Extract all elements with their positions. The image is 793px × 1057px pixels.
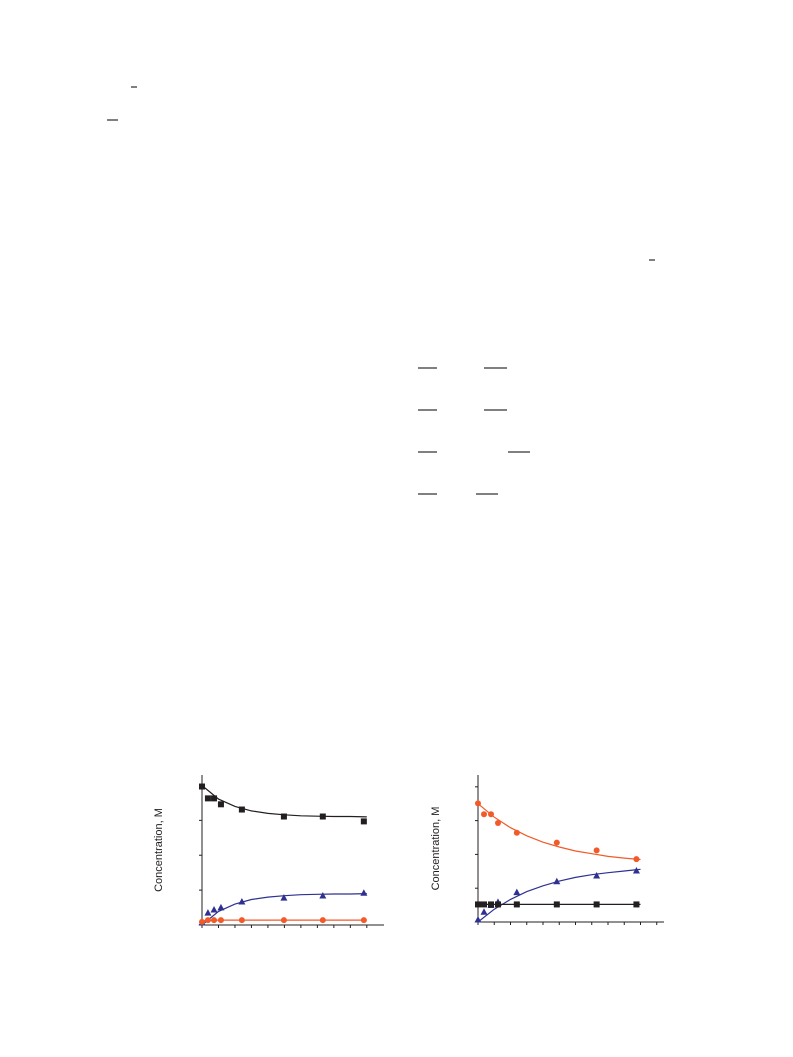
fit-line bbox=[201, 785, 367, 818]
marker-circle bbox=[211, 917, 218, 924]
marker-circle bbox=[513, 829, 520, 836]
marker-triangle bbox=[553, 877, 561, 885]
marker-triangle bbox=[210, 906, 218, 913]
marker-circle bbox=[204, 917, 211, 924]
marker-square bbox=[475, 901, 481, 908]
marker-triangle bbox=[513, 888, 521, 896]
marker-triangle bbox=[360, 889, 368, 896]
marker-triangle bbox=[480, 908, 488, 915]
y-axis-label: Concentration, M bbox=[430, 807, 442, 891]
marker-square bbox=[513, 901, 520, 908]
marker-square bbox=[319, 813, 326, 820]
marker-square bbox=[211, 795, 218, 802]
fraction-bars bbox=[107, 86, 655, 495]
marker-circle bbox=[475, 800, 481, 807]
marker-square bbox=[217, 801, 224, 808]
marker-triangle bbox=[217, 903, 225, 911]
marker-triangle bbox=[238, 897, 246, 905]
marker-triangle bbox=[474, 915, 482, 923]
marker-triangle bbox=[593, 872, 601, 879]
marker-circle bbox=[488, 811, 494, 818]
marker-square bbox=[238, 806, 245, 813]
marker-triangle bbox=[319, 892, 327, 899]
marker-square bbox=[204, 795, 211, 802]
marker-triangle bbox=[204, 909, 212, 916]
marker-square bbox=[633, 901, 640, 908]
fit-line bbox=[477, 803, 641, 861]
marker-triangle bbox=[280, 894, 288, 901]
fit-line bbox=[477, 868, 641, 923]
marker-square bbox=[593, 901, 600, 908]
marker-square bbox=[481, 901, 488, 908]
marker-circle bbox=[360, 917, 367, 924]
marker-circle bbox=[199, 918, 205, 925]
y-axis-label: Concentration, M bbox=[153, 808, 165, 892]
marker-square bbox=[494, 901, 501, 908]
marker-circle bbox=[280, 917, 287, 924]
marker-square bbox=[280, 813, 287, 820]
marker-circle bbox=[553, 839, 560, 846]
marker-circle bbox=[593, 847, 600, 854]
chart: Concentration, M bbox=[430, 775, 664, 925]
chart: Concentration, M bbox=[153, 775, 384, 928]
marker-circle bbox=[633, 856, 640, 863]
marker-square bbox=[553, 901, 560, 908]
marker-square bbox=[488, 901, 494, 908]
marker-circle bbox=[217, 917, 224, 924]
marker-circle bbox=[319, 917, 326, 924]
marker-circle bbox=[494, 819, 501, 826]
marker-triangle bbox=[632, 866, 640, 874]
marker-circle bbox=[238, 917, 245, 924]
marker-circle bbox=[481, 811, 488, 818]
marker-square bbox=[199, 783, 205, 790]
marker-square bbox=[360, 818, 367, 825]
